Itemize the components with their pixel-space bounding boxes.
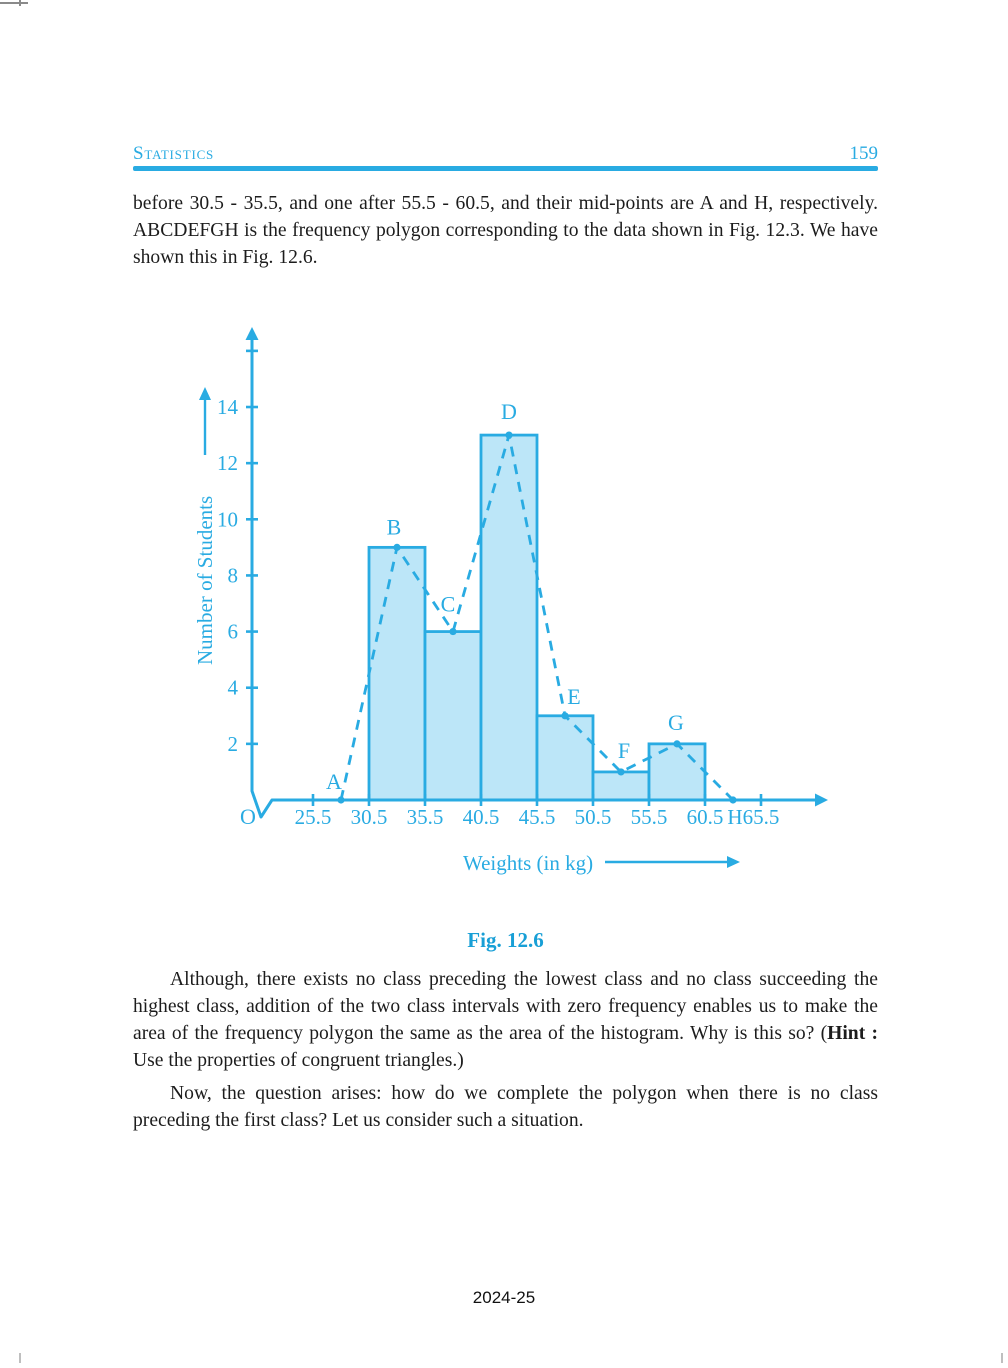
vertex-label: E (567, 684, 580, 709)
figure-12-6-chart: 2 4 6 8 10 12 14 25.5 30.5 35.5 40.5 45.5 50.5 55.5 60… (170, 318, 840, 893)
polygon-vertex (673, 740, 681, 748)
scan-artifact-top-left (0, 2, 28, 4)
x-tick-label: 65.5 (743, 805, 780, 829)
footer-year: 2024-25 (472, 1288, 536, 1307)
scan-artifact-top-left-tick (19, 0, 21, 6)
scan-artifact-bottom-right (1001, 1353, 1003, 1363)
now-paragraph: Now, the question arises: how do we comp… (133, 1083, 878, 1131)
histogram-bar (423, 630, 483, 802)
x-tick-label: 45.5 (519, 805, 556, 829)
vertex-label: C (441, 592, 456, 617)
polygon-vertex (729, 796, 737, 804)
y-tick-label: 4 (228, 676, 239, 700)
page-header: Statistics 159 (133, 143, 878, 165)
vertex-label: A (326, 769, 342, 794)
histogram-bar (479, 433, 539, 802)
axes-with-break (250, 338, 815, 819)
although-text-pre: Although, there exists no class precedin… (133, 969, 878, 1044)
polygon-vertex (505, 431, 513, 439)
hint-label: Hint : (827, 1023, 878, 1044)
figure-caption: Fig. 12.6 (467, 928, 544, 952)
origin-label: O (240, 804, 256, 829)
vertex-label: B (387, 514, 402, 539)
x-tick-label: 30.5 (351, 805, 388, 829)
vertex-label: F (618, 738, 630, 763)
x-tick-label: 35.5 (407, 805, 444, 829)
y-axis-title: Number of Students (193, 496, 217, 665)
x-axis-title: Weights (in kg) (463, 851, 593, 875)
running-header-title: Statistics (133, 143, 215, 164)
y-tick-label: 14 (217, 395, 239, 419)
y-tick-label: 6 (228, 620, 239, 644)
scan-artifact-bottom-left (19, 1353, 21, 1363)
polygon-vertex (617, 768, 625, 776)
y-tick-label: 2 (228, 732, 239, 756)
vertex-label-on-axis: H (727, 805, 742, 829)
polygon-vertex (561, 712, 569, 720)
polygon-vertex (449, 627, 457, 636)
x-axis-arrowhead (815, 793, 828, 807)
x-tick-label: 25.5 (295, 805, 332, 829)
polygon-vertex (337, 796, 345, 804)
histogram-bar (591, 770, 651, 802)
intro-paragraph: before 30.5 - 35.5, and one after 55.5 -… (133, 193, 878, 268)
x-tick-label: 60.5 (687, 805, 724, 829)
y-tick-label: 12 (217, 451, 238, 475)
y-axis-arrowhead (245, 327, 259, 340)
although-text-post: Use the properties of congruent triangle… (133, 1050, 464, 1071)
although-paragraph: Although, there exists no class precedin… (133, 966, 878, 1074)
page-number: 159 (849, 143, 879, 164)
polygon-vertex (393, 543, 401, 551)
histogram-bar (535, 714, 595, 802)
x-tick-label: 55.5 (631, 805, 668, 829)
vertex-label: G (668, 710, 684, 735)
y-tick-label: 8 (228, 563, 239, 587)
histogram-bar (367, 545, 427, 802)
histogram-frequency-polygon-svg: 2 4 6 8 10 12 14 25.5 30.5 35.5 40.5 45.5 50.5 55.5 60… (193, 327, 828, 875)
histogram-bar (647, 742, 707, 802)
header-rule (133, 166, 878, 171)
x-tick-label: 40.5 (463, 805, 500, 829)
y-axis-title-arrowhead (199, 387, 211, 400)
x-tick-label: 50.5 (575, 805, 612, 829)
x-axis-title-arrowhead (727, 856, 740, 868)
y-tick-label: 10 (217, 507, 238, 531)
vertex-label: D (501, 399, 517, 424)
frequency-polygon (339, 434, 734, 801)
